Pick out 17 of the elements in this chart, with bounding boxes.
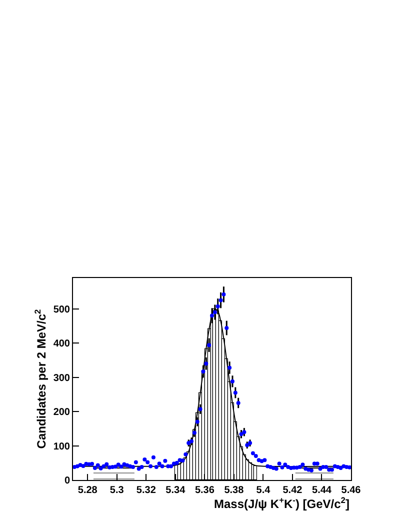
y-tick-label: 400 xyxy=(53,338,70,350)
x-tick-label: 5.42 xyxy=(282,485,303,496)
x-tick-label: 5.36 xyxy=(194,485,215,496)
x-tick-label: 5.28 xyxy=(78,485,98,496)
y-tick-label: 0 xyxy=(64,476,70,486)
x-tick-label: 5.38 xyxy=(224,485,244,496)
y-tick-label: 200 xyxy=(53,407,70,418)
y-tick-label: 100 xyxy=(53,441,70,452)
x-tick-label: 5.34 xyxy=(166,485,186,496)
y-tick-label: 500 xyxy=(53,304,70,316)
x-tick-label: 5.46 xyxy=(341,485,362,496)
x-tick-label: 5.3 xyxy=(110,485,124,496)
x-tick-label: 5.32 xyxy=(136,485,156,496)
x-tick-label: 5.44 xyxy=(312,485,332,496)
x-tick-label: 5.4 xyxy=(256,485,271,496)
y-tick-label: 300 xyxy=(53,372,70,384)
x-axis-title: Mass(J/ψ K$^{+}$K$^{-}$) [GeV/c$^{2}$] xyxy=(214,495,350,512)
